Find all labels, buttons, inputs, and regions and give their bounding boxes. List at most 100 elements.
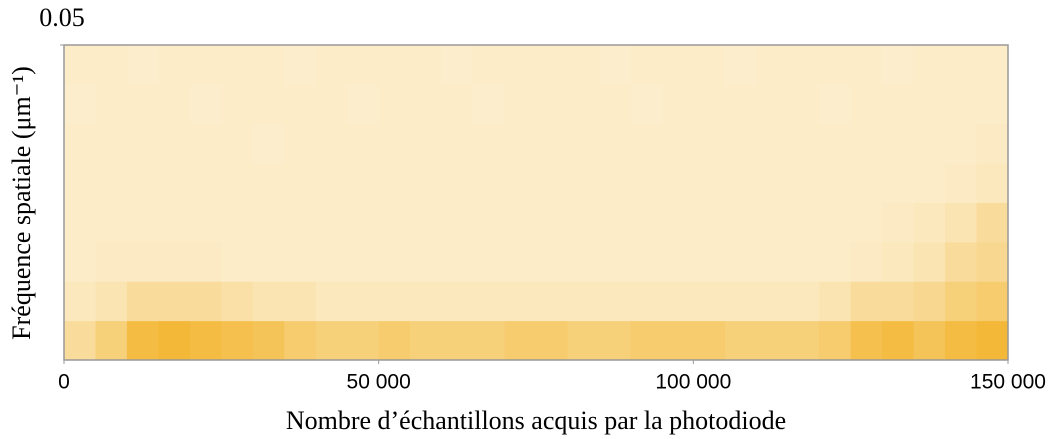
heatmap-cell [64,84,96,125]
heatmap-cell [252,281,285,322]
heatmap-cell [976,123,1009,164]
heatmap-cell [913,281,946,322]
heatmap-cell [598,123,631,164]
heatmap-cell [126,281,159,322]
heatmap-cell [598,241,631,282]
heatmap-cell [630,241,663,282]
heatmap-cell [787,281,820,322]
heatmap-cell [347,281,380,322]
heatmap-cell [221,123,254,164]
heatmap-cell [536,123,568,164]
heatmap-cell [221,84,254,125]
heatmap-cell [536,163,568,203]
heatmap-cell [221,202,254,243]
heatmap-cell [378,202,411,243]
heatmap-cell [126,84,159,125]
heatmap-cell [945,241,978,282]
heatmap-cell [221,163,254,203]
heatmap-cell [126,320,159,361]
heatmap-cell [504,320,537,361]
heatmap-cell [64,123,96,164]
heatmap-cell [787,84,820,125]
heatmap-cell [850,163,883,203]
heatmap-cell [598,320,631,361]
heatmap-cell [693,320,726,361]
heatmap-cell [95,241,128,282]
heatmap-cell [976,320,1009,361]
heatmap-cell [819,123,852,164]
heatmap-cell [661,202,694,243]
heatmap-cell [882,123,915,164]
heatmap-cell [221,241,254,282]
heatmap-cell [661,281,694,322]
heatmap-cell [976,202,1009,243]
heatmap-cell [536,202,568,243]
heatmap-cell [724,163,757,203]
heatmap-cell [347,320,380,361]
heatmap-cell [567,84,600,125]
heatmap-cell [724,123,757,164]
heatmap-cell [693,45,726,85]
heatmap-cell [441,163,474,203]
heatmap-cell [252,241,285,282]
heatmap-cell [441,123,474,164]
heatmap-cell [158,241,191,282]
heatmap-cell [284,202,317,243]
heatmap-cell [913,241,946,282]
heatmap-cell [693,84,726,125]
heatmap-cell [252,202,285,243]
heatmap-cell [347,241,380,282]
heatmap-cell [536,241,568,282]
heatmap-cell [724,320,757,361]
heatmap-cell [378,84,411,125]
heatmap-cell [252,84,285,125]
heatmap-cell [347,45,380,85]
heatmap-cell [189,241,222,282]
heatmap-cell [724,281,757,322]
heatmap-cell [284,45,317,85]
heatmap-cell [945,202,978,243]
heatmap-cell [882,281,915,322]
heatmap-cell [410,123,443,164]
heatmap-cell [189,202,222,243]
heatmap-cell [756,123,789,164]
heatmap-cell [64,163,96,203]
heatmap-cell [410,84,443,125]
heatmap-cell [787,163,820,203]
heatmap-cell [882,241,915,282]
heatmap-cell [189,163,222,203]
heatmap-cell [441,84,474,125]
heatmap-cell [819,281,852,322]
heatmap-cell [756,281,789,322]
heatmap-cell [661,45,694,85]
heatmap-cell [598,202,631,243]
heatmap-cell [189,123,222,164]
heatmap-cell [693,123,726,164]
heatmap-cell [536,84,568,125]
heatmap-cell [787,202,820,243]
heatmap-cell [787,123,820,164]
heatmap-cell [945,281,978,322]
heatmap-cell [473,45,506,85]
heatmap-cell [945,163,978,203]
heatmap-cell [284,84,317,125]
heatmap-cell [693,163,726,203]
heatmap-cell [724,84,757,125]
heatmap-cell [598,281,631,322]
heatmap-cell [315,202,348,243]
x-axis-title: Nombre d’échantillons acquis par la phot… [286,406,786,435]
heatmap-cell [536,320,568,361]
heatmap-cell [945,320,978,361]
heatmap-cell [473,202,506,243]
heatmap-cell [410,45,443,85]
heatmap-cell [64,320,96,361]
x-tick-label: 100 000 [655,371,731,394]
heatmap-cell [661,163,694,203]
heatmap-cell [693,241,726,282]
heatmap-cell [819,45,852,85]
heatmap-cell [945,123,978,164]
heatmap-cell [441,281,474,322]
heatmap-cell [315,163,348,203]
x-tick-label: 50 000 [347,371,411,394]
heatmap-cell [284,320,317,361]
